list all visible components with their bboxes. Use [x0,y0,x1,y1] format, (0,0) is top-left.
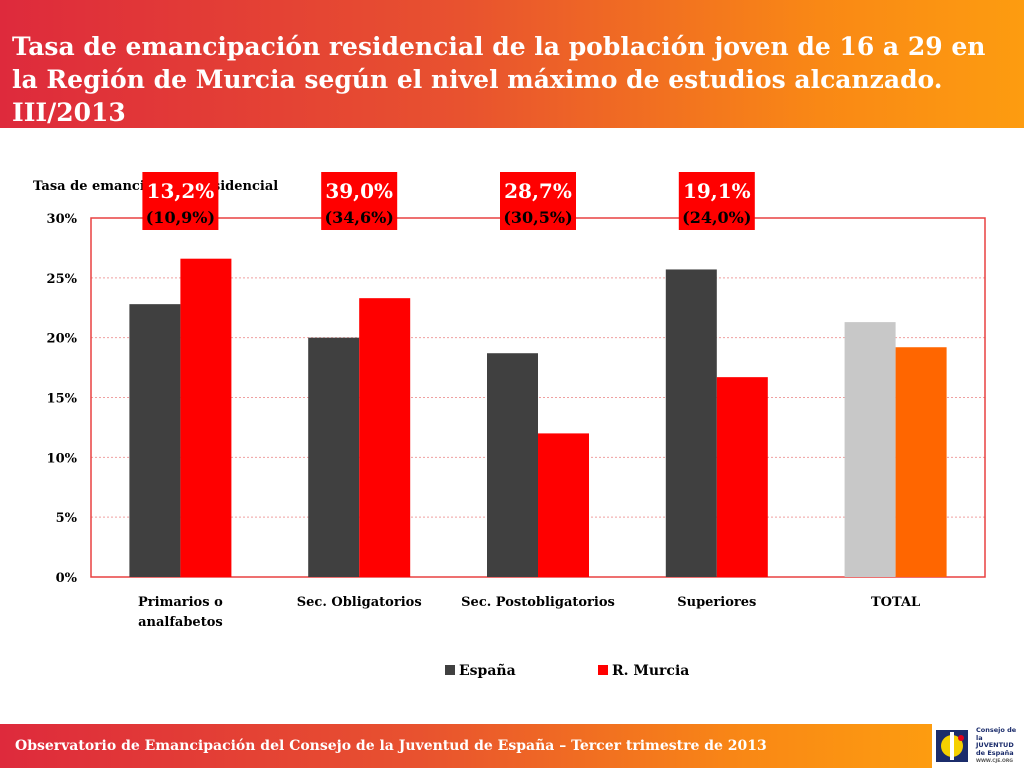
x-axis-labels: Primarios o analfabetos Sec. Obligatorios S… [138,595,920,630]
bar-murcia [716,377,768,577]
callouts: 13,2% (10,9%) 39,0% (34,6%) 28,7% (30,5%) 19,1… [142,172,755,230]
bar-murcia [895,347,947,577]
callout-main-value: 39,0% [325,179,393,203]
callout-box [321,172,398,230]
header-banner: Tasa de emancipación residencial de la p… [0,0,1024,128]
legend-swatch-espana [445,665,455,675]
y-tick-label: 20% [47,332,78,347]
y-tick-label: 5% [56,511,78,526]
bar-espana [844,322,896,577]
legend-swatch-murcia [598,665,608,675]
y-tick-label: 10% [47,451,78,466]
bars [129,258,947,577]
callout-box [500,172,576,230]
callout-main-value: 13,2% [147,179,215,203]
cje-logo: Consejo de la JUVENTUD de España WWW.CJE… [932,724,1024,768]
callout-box [678,172,755,230]
y-tick-label: 0% [56,571,78,586]
bar-murcia [180,258,232,577]
footer-banner: Observatorio de Emancipación del Consejo… [0,724,932,768]
x-tick-label: Superiores [677,595,756,610]
logo-line-1: Consejo de la [976,726,1017,742]
callout-main-value: 19,1% [683,179,751,203]
bar-espana [129,304,181,577]
legend: España R. Murcia [445,662,689,679]
logo-url: WWW.CJE.ORG [976,759,1013,764]
page-title: Tasa de emancipación residencial de la p… [12,32,986,127]
cje-logo-icon [936,730,968,762]
x-tick-label: Sec. Postobligatorios [461,595,615,610]
callout-sub-value: (30,5%) [503,208,572,227]
callout-sub-value: (10,9%) [146,208,215,227]
y-tick-label: 15% [47,392,78,407]
callout-main-value: 28,7% [504,179,572,203]
bar-espana [665,269,717,577]
x-tick-label: Primarios o analfabetos [138,595,223,630]
footer-text: Observatorio de Emancipación del Consejo… [15,738,767,754]
bar-murcia [538,433,589,577]
legend-label-murcia: R. Murcia [612,663,689,679]
y-tick-label: 25% [47,272,78,287]
cje-logo-text: Consejo de la JUVENTUD de España WWW.CJE… [976,726,1024,766]
bar-espana [487,353,538,577]
logo-line-2: JUVENTUD [976,741,1014,749]
x-tick-label: Sec. Obligatorios [297,595,422,610]
callout-sub-value: (34,6%) [325,208,394,227]
y-tick-label: 30% [47,212,78,227]
gridlines [91,277,985,518]
callout-box [142,172,219,230]
x-tick-label: TOTAL [871,595,920,610]
callout-sub-value: (24,0%) [682,208,751,227]
logo-line-3: de España [976,748,1014,757]
bar-murcia [359,298,411,577]
legend-label-espana: España [459,662,516,679]
bar-espana [308,337,360,577]
y-axis-ticks: 0% 5% 10% 15% 20% 25% 30% [47,212,78,586]
